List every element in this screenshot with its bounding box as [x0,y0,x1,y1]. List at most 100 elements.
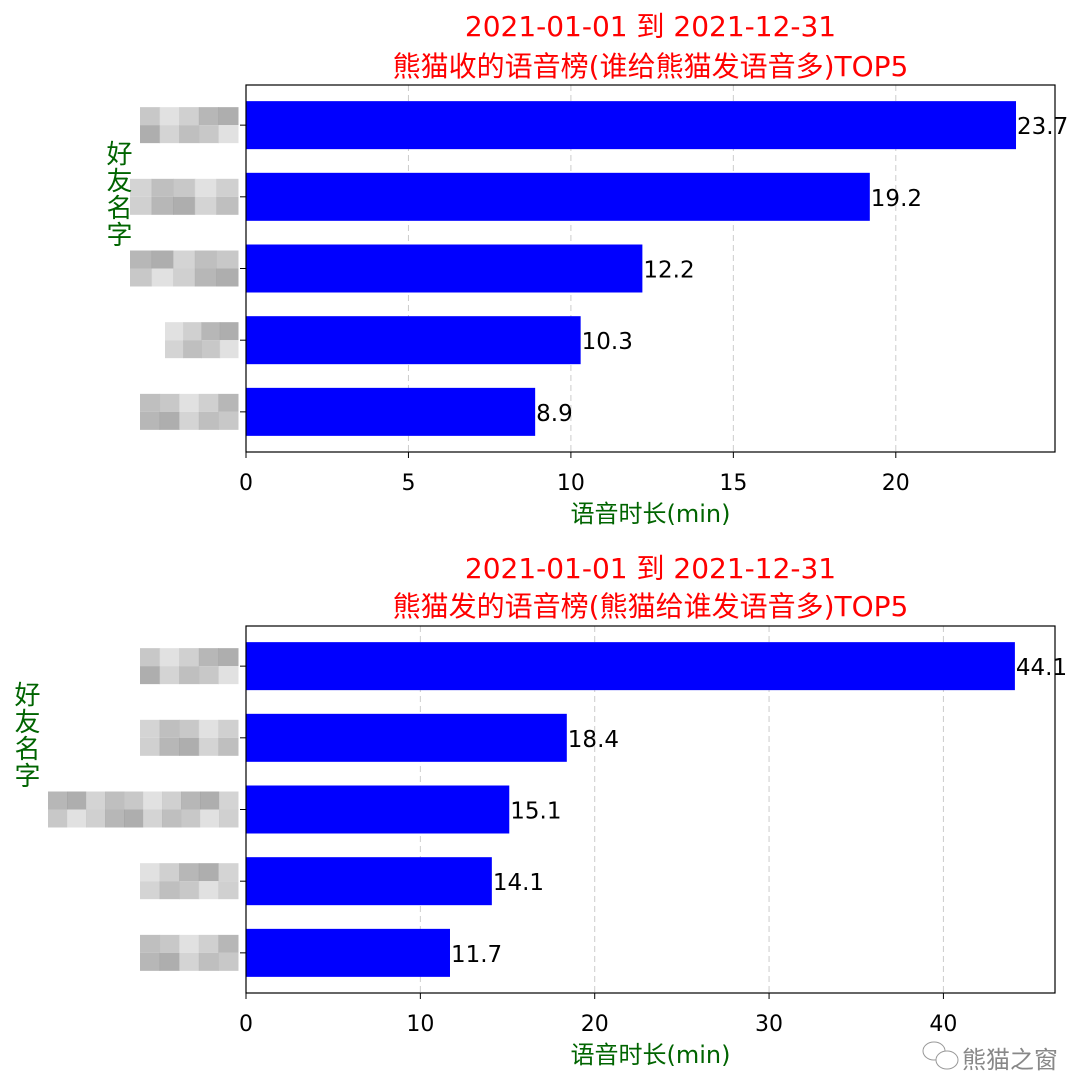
mosaic-cell [198,952,219,971]
mosaic-cell [140,107,161,126]
chart-2: 2021-01-01 到 2021-12-31 熊猫发的语音榜(熊猫给谁发语音多)… [48,552,1067,1069]
mosaic-cell [179,648,200,667]
mosaic-cell [198,881,219,900]
x-tick-label: 20 [581,1012,609,1037]
chart-title-line-1: 2021-01-01 到 2021-12-31 [465,10,836,43]
mosaic-cell [198,934,219,953]
mosaic-cell [159,107,180,126]
mosaic-cell [219,322,239,341]
mosaic-cell [218,934,239,953]
data-label: 12.2 [643,258,694,284]
mosaic-cell [179,934,200,953]
x-axis-label: 语音时长(min) [571,500,731,528]
chart-title-line-1: 2021-01-01 到 2021-12-31 [465,552,836,585]
mosaic-cell [86,809,106,828]
category-label-obscured [140,863,239,900]
bar [246,642,1015,691]
axes-frame [245,84,1056,453]
mosaic-cell [218,863,239,882]
mosaic-cell [179,737,200,756]
mosaic-cell [219,340,239,359]
mosaic-cell [159,719,180,738]
mosaic-cell [198,863,219,882]
x-axis-label: 语音时长(min) [571,1041,731,1069]
x-tick-label: 0 [239,1012,253,1037]
category-label-obscured [140,719,239,756]
mosaic-cell [181,791,201,810]
mosaic-cell [179,411,200,430]
category-label-obscured [130,178,239,215]
mosaic-cell [159,952,180,971]
category-label-obscured [140,107,239,144]
mosaic-cell [159,737,180,756]
watermark: 熊猫之窗 [922,1041,1058,1074]
mosaic-cell [140,411,161,430]
data-label: 14.1 [493,870,544,896]
mosaic-cell [140,125,161,144]
mosaic-cell [179,952,200,971]
mosaic-cell [159,411,180,430]
mosaic-cell [48,809,68,828]
mosaic-cell [219,791,239,810]
bar [246,785,510,834]
mosaic-cell [218,107,239,126]
mosaic-cell [173,196,196,215]
mosaic-cell [198,107,219,126]
mosaic-cell [162,809,182,828]
data-label: 10.3 [582,329,633,355]
category-label-obscured [140,934,239,971]
mosaic-cell [201,340,221,359]
mosaic-cell [140,737,161,756]
mosaic-cell [198,666,219,685]
mosaic-cell [67,809,87,828]
mosaic-cell [218,648,239,667]
mosaic-cell [181,809,201,828]
data-label: 23.7 [1017,114,1068,140]
mosaic-cell [200,791,220,810]
mosaic-cell [140,881,161,900]
mosaic-cell [140,666,161,685]
data-label: 18.4 [568,727,619,753]
mosaic-cell [218,881,239,900]
data-label: 11.7 [451,942,502,968]
x-tick-label: 40 [929,1012,957,1037]
mosaic-cell [218,411,239,430]
mosaic-cell [194,250,217,269]
mosaic-cell [179,107,200,126]
mosaic-cell [218,666,239,685]
mosaic-cell [198,737,219,756]
mosaic-cell [165,322,184,341]
mosaic-cell [162,791,182,810]
chart-title-line-2: 熊猫收的语音榜(谁给熊猫发语音多)TOP5 [393,50,909,83]
bar [246,928,450,977]
mosaic-cell [159,863,180,882]
mosaic-cell [216,196,239,215]
data-label: 8.9 [536,401,573,427]
mosaic-cell [219,809,239,828]
bar [246,316,581,365]
mosaic-cell [173,268,196,287]
mosaic-cell [179,863,200,882]
mosaic-cell [86,791,106,810]
mosaic-cell [130,178,153,197]
mosaic-cell [151,268,174,287]
mosaic-cell [183,322,202,341]
mosaic-cell [151,196,174,215]
x-tick-label: 5 [401,471,415,496]
mosaic-cell [198,125,219,144]
bar [246,387,536,436]
chart-1: 2021-01-01 到 2021-12-31 熊猫收的语音榜(谁给熊猫发语音多)… [130,10,1068,528]
mosaic-cell [140,934,161,953]
bar [246,857,492,906]
mosaic-cell [67,791,87,810]
bar [246,713,567,762]
mosaic-cell [130,268,153,287]
mosaic-cell [194,268,217,287]
mosaic-cell [140,648,161,667]
mosaic-cell [179,881,200,900]
mosaic-cell [183,340,202,359]
mosaic-cell [140,393,161,412]
x-tick-label: 15 [719,471,747,496]
mosaic-cell [218,125,239,144]
x-tick-label: 30 [755,1012,783,1037]
